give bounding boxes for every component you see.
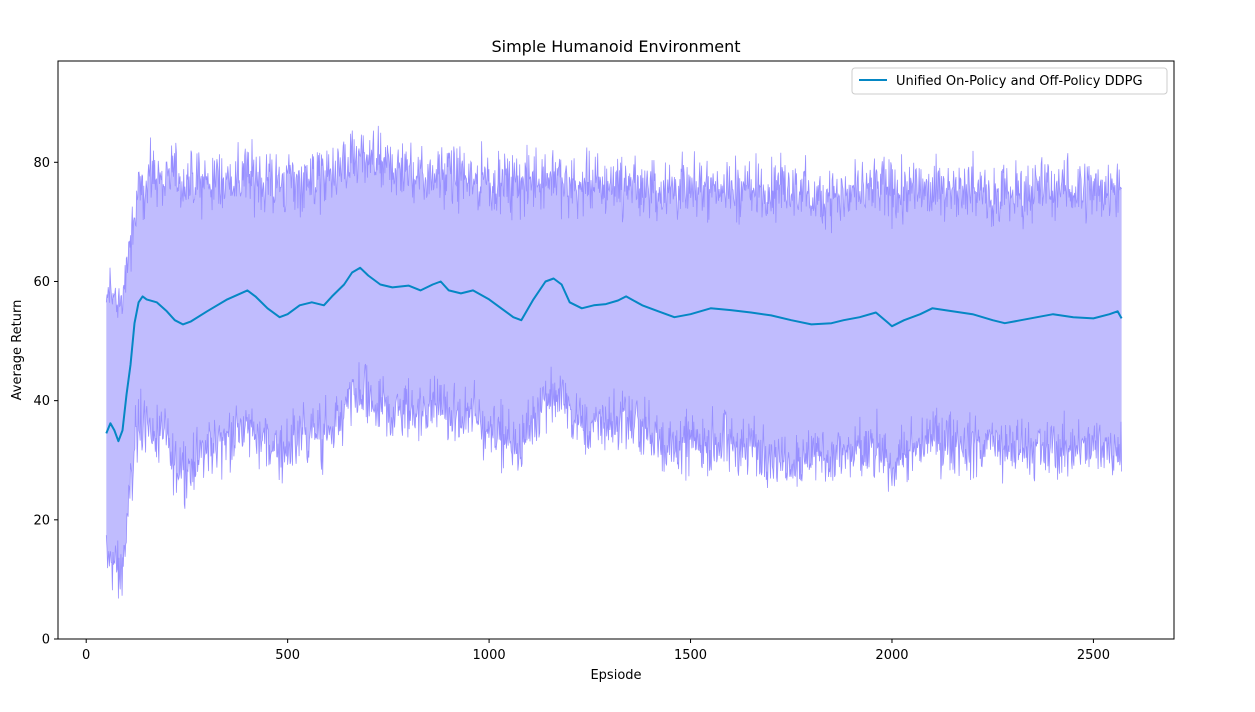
- legend: Unified On-Policy and Off-Policy DDPG: [851, 67, 1168, 95]
- x-tick-label: 1500: [674, 648, 707, 663]
- y-tick-label: 40: [33, 394, 50, 409]
- std-band-lower-edge: [105, 362, 1122, 599]
- y-axis-label: Average Return: [10, 300, 25, 401]
- x-axis-label: Epsiode: [590, 668, 641, 683]
- y-tick-label: 60: [33, 275, 50, 290]
- std-band-upper-edge: [105, 125, 1122, 318]
- y-axis: 0 20 40 60 80: [33, 156, 58, 648]
- legend-box: [851, 67, 1168, 95]
- x-axis: 0 500 1000 1500 2000 2500: [82, 639, 1110, 663]
- legend-entry-label: Unified On-Policy and Off-Policy DDPG: [896, 74, 1143, 89]
- std-band: [106, 125, 1122, 599]
- y-tick-label: 0: [42, 633, 50, 648]
- x-tick-label: 1000: [473, 648, 506, 663]
- chart-title: Simple Humanoid Environment: [491, 37, 740, 56]
- std-band-layer: [105, 125, 1122, 599]
- x-tick-label: 0: [82, 648, 90, 663]
- x-tick-label: 2500: [1077, 648, 1110, 663]
- plot-frame: [57, 60, 1175, 640]
- y-tick-label: 20: [33, 513, 50, 528]
- x-tick-label: 500: [275, 648, 300, 663]
- y-tick-label: 80: [33, 156, 50, 171]
- x-tick-label: 2000: [875, 648, 908, 663]
- plot-area: [57, 60, 1175, 640]
- mean-line-layer: [105, 266, 1123, 443]
- series-line: [105, 266, 1123, 443]
